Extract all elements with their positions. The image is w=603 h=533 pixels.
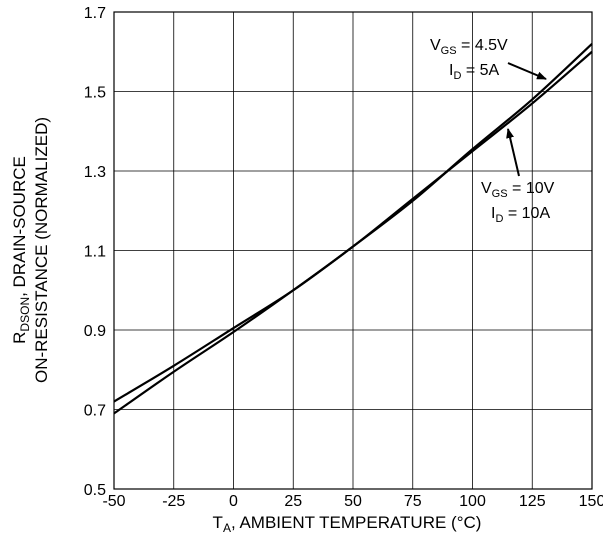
x-tick-label: 150 (579, 493, 603, 510)
y-tick-label: 1.5 (84, 85, 106, 102)
plot-frame (113, 11, 593, 490)
x-tick-label: 0 (229, 493, 238, 510)
x-tick-label: 25 (284, 493, 302, 510)
annotation-arrow-vgs-4-5v (507, 62, 547, 80)
series-line-1 (113, 50, 593, 415)
annotation-vgs-10v: VGS = 10V ID = 10A (481, 128, 555, 225)
y-tick-label: 0.9 (84, 323, 106, 340)
x-tick-label: -25 (162, 493, 185, 510)
y-axis-label: RDSON, DRAIN-SOURCE ON-RESISTANCE (NORMA… (10, 117, 51, 383)
y-tick-label: 1.7 (84, 5, 106, 22)
x-tick-label: -50 (102, 493, 125, 510)
y-tick-label: 0.5 (84, 482, 106, 499)
annotation-vgs-10v-line1: VGS = 10V (481, 180, 555, 200)
x-tick-label: 100 (459, 493, 486, 510)
y-tick-labels: 0.5 0.7 0.9 1.1 1.3 1.5 1.7 (84, 5, 106, 499)
annotation-vgs-10v-line2: ID = 10A (491, 205, 550, 225)
y-tick-label: 1.1 (84, 244, 106, 261)
y-tick-label: 1.3 (84, 164, 106, 181)
grid (113, 11, 593, 490)
y-axis-label-line2: ON-RESISTANCE (NORMALIZED) (32, 117, 51, 383)
annotation-vgs-4-5v-line1: VGS = 4.5V (430, 37, 508, 57)
x-tick-label: 125 (519, 493, 546, 510)
series-group (113, 42, 593, 415)
annotation-vgs-4-5v-line2: ID = 5A (449, 62, 500, 82)
x-tick-labels: -50 -25 0 25 50 75 100 125 150 (102, 493, 603, 510)
y-tick-label: 0.7 (84, 403, 106, 420)
annotation-arrow-vgs-10v (506, 128, 520, 177)
x-tick-label: 75 (404, 493, 422, 510)
annotation-vgs-4-5v: VGS = 4.5V ID = 5A (430, 37, 547, 82)
x-tick-label: 50 (344, 493, 362, 510)
x-axis-label: TA, AMBIENT TEMPERATURE (°C) (213, 513, 482, 533)
y-axis-label-line1: RDSON, DRAIN-SOURCE (10, 156, 32, 344)
